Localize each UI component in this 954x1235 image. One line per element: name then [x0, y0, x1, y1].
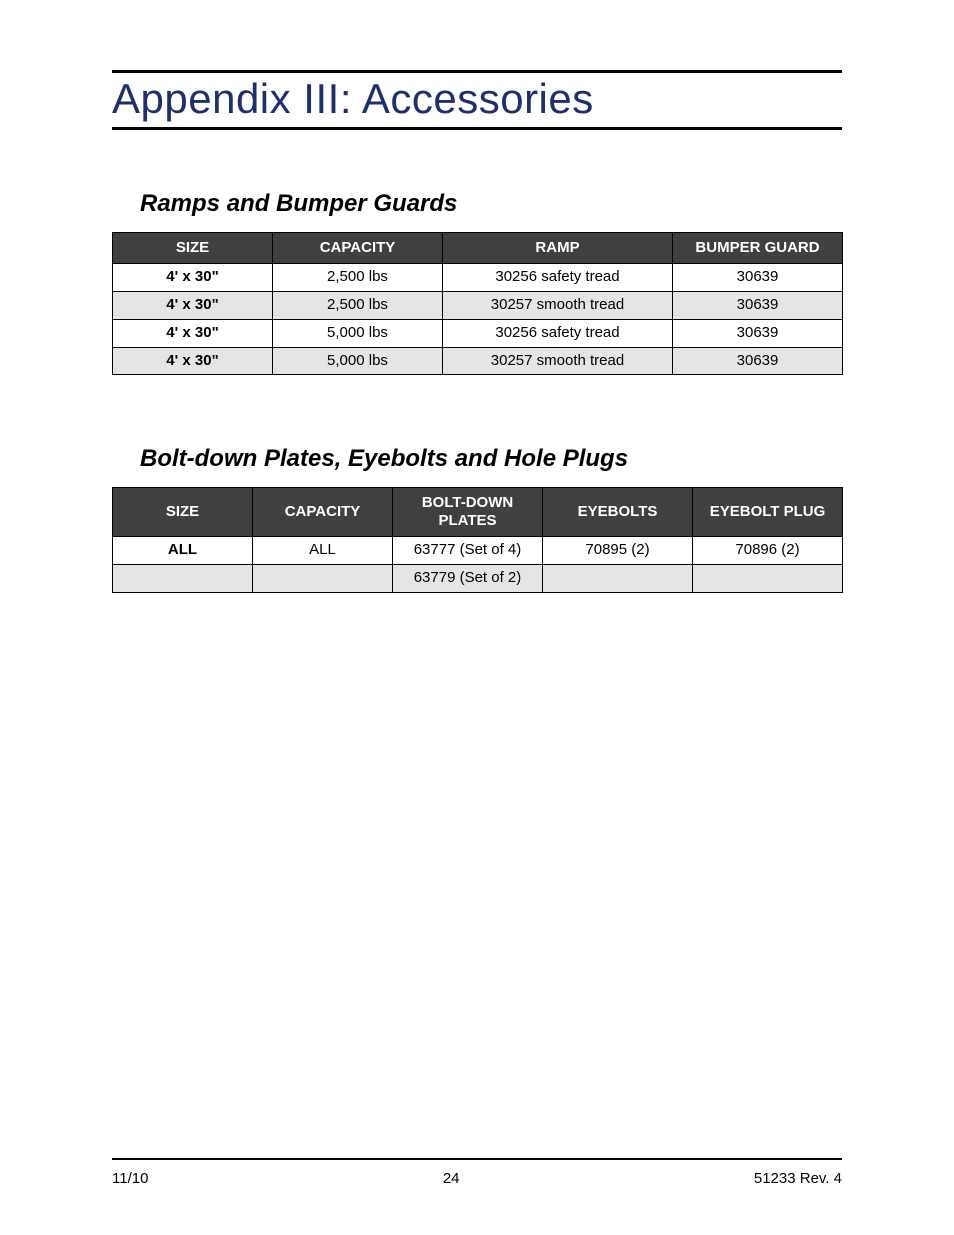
cell-size [113, 565, 253, 593]
col-header: BOLT-DOWN PLATES [393, 488, 543, 537]
cell-capacity: 2,500 lbs [273, 264, 443, 292]
page-title: Appendix III: Accessories [112, 75, 842, 123]
cell-plates: 63779 (Set of 2) [393, 565, 543, 593]
ramps-table: SIZE CAPACITY RAMP BUMPER GUARD 4' x 30"… [112, 232, 843, 375]
table-row: 4' x 30" 5,000 lbs 30256 safety tread 30… [113, 319, 843, 347]
cell-ramp: 30257 smooth tread [443, 292, 673, 320]
cell-capacity [253, 565, 393, 593]
col-header: CAPACITY [253, 488, 393, 537]
title-underline [112, 127, 842, 130]
cell-capacity: 2,500 lbs [273, 292, 443, 320]
cell-guard: 30639 [673, 347, 843, 375]
footer-right: 51233 Rev. 4 [754, 1170, 842, 1187]
cell-ramp: 30256 safety tread [443, 264, 673, 292]
table-row: 4' x 30" 2,500 lbs 30257 smooth tread 30… [113, 292, 843, 320]
cell-guard: 30639 [673, 319, 843, 347]
cell-capacity: ALL [253, 537, 393, 565]
ramps-heading: Ramps and Bumper Guards [140, 190, 842, 218]
cell-ramp: 30257 smooth tread [443, 347, 673, 375]
table-row: 63779 (Set of 2) [113, 565, 843, 593]
footer: 11/10 24 51233 Rev. 4 [112, 1158, 842, 1187]
footer-rule [112, 1158, 842, 1160]
cell-size: 4' x 30" [113, 319, 273, 347]
col-header: SIZE [113, 488, 253, 537]
footer-left: 11/10 [112, 1170, 148, 1187]
cell-plug [693, 565, 843, 593]
col-header: EYEBOLT PLUG [693, 488, 843, 537]
bolts-table: SIZE CAPACITY BOLT-DOWN PLATES EYEBOLTS … [112, 487, 843, 593]
col-header: EYEBOLTS [543, 488, 693, 537]
col-header: RAMP [443, 233, 673, 264]
cell-size: 4' x 30" [113, 264, 273, 292]
cell-guard: 30639 [673, 292, 843, 320]
page: Appendix III: Accessories Ramps and Bump… [0, 0, 954, 1235]
cell-size: 4' x 30" [113, 292, 273, 320]
bolts-heading: Bolt-down Plates, Eyebolts and Hole Plug… [140, 445, 842, 473]
table-header-row: SIZE CAPACITY BOLT-DOWN PLATES EYEBOLTS … [113, 488, 843, 537]
cell-plug: 70896 (2) [693, 537, 843, 565]
table-row: ALL ALL 63777 (Set of 4) 70895 (2) 70896… [113, 537, 843, 565]
cell-guard: 30639 [673, 264, 843, 292]
cell-eyebolts [543, 565, 693, 593]
cell-size: ALL [113, 537, 253, 565]
footer-row: 11/10 24 51233 Rev. 4 [112, 1170, 842, 1187]
col-header: BUMPER GUARD [673, 233, 843, 264]
cell-capacity: 5,000 lbs [273, 319, 443, 347]
cell-capacity: 5,000 lbs [273, 347, 443, 375]
cell-eyebolts: 70895 (2) [543, 537, 693, 565]
cell-ramp: 30256 safety tread [443, 319, 673, 347]
cell-plates: 63777 (Set of 4) [393, 537, 543, 565]
table-row: 4' x 30" 5,000 lbs 30257 smooth tread 30… [113, 347, 843, 375]
top-rule [112, 70, 842, 73]
cell-size: 4' x 30" [113, 347, 273, 375]
table-row: 4' x 30" 2,500 lbs 30256 safety tread 30… [113, 264, 843, 292]
table-header-row: SIZE CAPACITY RAMP BUMPER GUARD [113, 233, 843, 264]
col-header: SIZE [113, 233, 273, 264]
footer-center: 24 [443, 1170, 460, 1187]
col-header: CAPACITY [273, 233, 443, 264]
